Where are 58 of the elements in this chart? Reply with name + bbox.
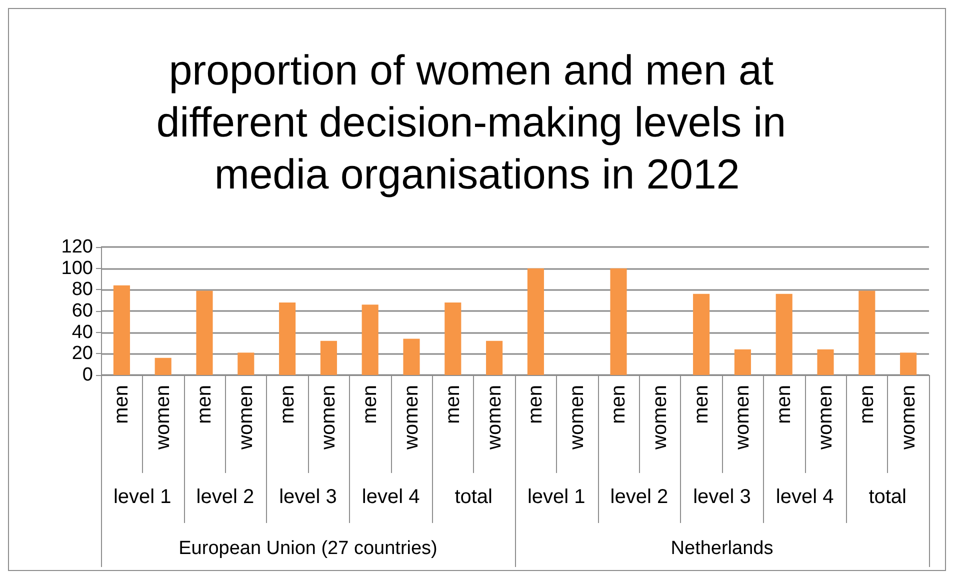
x-tick-label: men bbox=[856, 385, 878, 424]
x-tick-label: women bbox=[234, 385, 257, 450]
y-tick-label: 100 bbox=[61, 258, 93, 279]
text: level 1 bbox=[113, 486, 172, 508]
x-tick-label: women bbox=[897, 385, 920, 450]
x-tick-label: men bbox=[194, 385, 216, 424]
bar bbox=[113, 285, 130, 375]
bar bbox=[900, 352, 917, 375]
bar bbox=[320, 340, 337, 375]
x-tick-label: men bbox=[110, 385, 133, 424]
bar bbox=[734, 349, 751, 375]
x-tick-label: men bbox=[276, 385, 298, 424]
bar bbox=[858, 290, 876, 375]
text: level 2 bbox=[196, 486, 254, 508]
bar bbox=[403, 338, 420, 375]
x-tick-label: men bbox=[359, 385, 382, 424]
x-tick-label: women bbox=[152, 385, 174, 450]
bar bbox=[196, 290, 213, 375]
y-tick-label: 0 bbox=[82, 364, 93, 386]
x-tick-label: women bbox=[648, 385, 671, 450]
x-tick-label: men bbox=[442, 385, 464, 424]
bar bbox=[238, 352, 254, 375]
bar bbox=[610, 268, 627, 375]
text: total bbox=[454, 486, 493, 508]
y-tick-label: 20 bbox=[72, 343, 93, 364]
text: Netherlands bbox=[670, 538, 774, 559]
x-tick-label: women bbox=[483, 385, 506, 450]
bar bbox=[693, 294, 710, 375]
chart-title: proportion of women and men at different decision-making levels in media organisations in 2012 bbox=[156, 46, 798, 198]
text: level 1 bbox=[527, 486, 586, 508]
bar bbox=[486, 340, 503, 375]
y-tick-label: 120 bbox=[61, 236, 93, 258]
x-tick-label: men bbox=[524, 385, 547, 424]
y-tick-label: 80 bbox=[72, 279, 93, 300]
bar bbox=[362, 304, 378, 375]
text: level 4 bbox=[776, 486, 834, 508]
x-tick-label: women bbox=[318, 385, 340, 450]
x-tick-label: women bbox=[400, 385, 422, 450]
text: level 2 bbox=[610, 486, 668, 508]
x-tick-label: men bbox=[690, 385, 712, 424]
y-tick-label: 60 bbox=[72, 300, 93, 322]
y-tick-label: 40 bbox=[72, 322, 93, 343]
text: level 4 bbox=[362, 486, 420, 508]
bar bbox=[776, 294, 792, 375]
x-tick-label: women bbox=[814, 385, 836, 450]
bar bbox=[527, 268, 544, 375]
x-tick-label: men bbox=[608, 385, 630, 424]
x-tick-label: women bbox=[732, 385, 754, 450]
x-tick-label: men bbox=[773, 385, 796, 424]
bar bbox=[817, 349, 834, 375]
bar bbox=[444, 302, 462, 375]
text: European Union (27 countries) bbox=[178, 538, 438, 559]
text: level 3 bbox=[279, 486, 337, 508]
text: total bbox=[868, 486, 907, 508]
text: level 3 bbox=[693, 486, 751, 508]
bar bbox=[154, 358, 172, 375]
bar bbox=[279, 302, 296, 375]
x-tick-label: women bbox=[566, 385, 588, 450]
